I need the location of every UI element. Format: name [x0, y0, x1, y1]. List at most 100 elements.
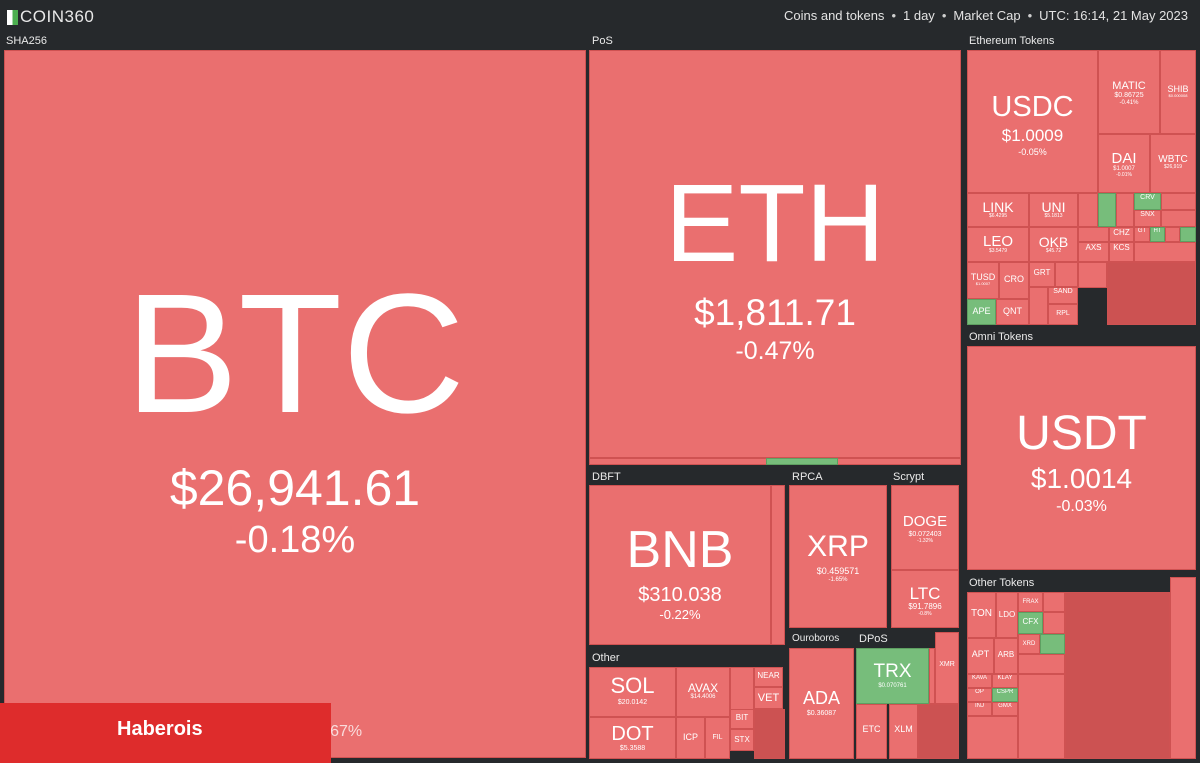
coin-tile-usdt[interactable]: USDT $1.0014 -0.03% [967, 346, 1196, 570]
coin-tile-qnt[interactable]: QNT [996, 299, 1029, 325]
coin-ticker: DAI [1111, 150, 1137, 167]
coin-price: $310.038 [638, 584, 722, 606]
token-tile-small[interactable] [1165, 227, 1180, 242]
coin-tile-gmx[interactable]: GMX [992, 702, 1018, 716]
metric-selector[interactable]: Market Cap [953, 8, 1021, 23]
coin-tile-uni[interactable]: UNI $5.1813 [1029, 193, 1078, 227]
coin-tile-ton[interactable]: TON [967, 592, 996, 638]
coin-tile-xrd[interactable]: XRD [1018, 634, 1040, 654]
token-tile-small[interactable] [1078, 262, 1107, 288]
coin-tile-kcs[interactable]: KCS [1109, 242, 1134, 262]
token-tile-small-positive[interactable] [1040, 634, 1065, 654]
token-tile-small[interactable] [1161, 210, 1196, 227]
coin-tile-etc[interactable]: ETC [856, 704, 887, 759]
scope-selector[interactable]: Coins and tokens [783, 8, 885, 23]
period-selector[interactable]: 1 day [903, 8, 935, 23]
coin-tile-ldo[interactable]: LDO [996, 592, 1018, 638]
coin-tile-apt[interactable]: APT [967, 638, 994, 674]
token-tile-small[interactable] [1078, 227, 1109, 242]
coin-tile-frax[interactable]: FRAX [1018, 592, 1043, 612]
coin-tile-op[interactable]: OP [967, 688, 992, 702]
token-tile-small[interactable] [1029, 287, 1048, 325]
coin-tile-klay[interactable]: KLAY [992, 674, 1018, 688]
pos-small-coin-positive[interactable] [766, 458, 838, 465]
ethereum-tokens-small-cluster[interactable] [1107, 262, 1196, 325]
coin-ticker: INJ [975, 703, 984, 709]
token-tile-small[interactable] [1043, 592, 1065, 612]
coin-tile-near[interactable]: NEAR [754, 667, 783, 687]
coin-tile-ltc[interactable]: LTC $91.7896 -0.8% [891, 570, 959, 628]
coin-tile-xrp[interactable]: XRP $0.459571 -1.65% [789, 485, 887, 628]
coin-tile-icp[interactable]: ICP [676, 717, 705, 759]
token-tile-small[interactable] [967, 716, 1018, 759]
coin-tile-avax[interactable]: AVAX $14.4006 [676, 667, 730, 717]
coin-tile-axs[interactable]: AXS [1078, 242, 1109, 262]
coin360-logo[interactable]: COIN360 [7, 7, 94, 27]
coin-tile-sand[interactable]: SAND [1048, 287, 1078, 304]
token-tile-small[interactable] [1161, 193, 1196, 210]
coin-tile-sol[interactable]: SOL $20.0142 [589, 667, 676, 717]
coin-price: $5.3588 [619, 745, 646, 752]
coin-tile-grt[interactable]: GRT [1029, 262, 1055, 287]
coin-tile-fil[interactable]: FIL [705, 717, 730, 759]
coin-tile-cfx[interactable]: CFX [1018, 612, 1043, 634]
coin-price: $1.0007 [1113, 166, 1135, 172]
coin-tile-ape[interactable]: APE [967, 299, 996, 325]
coin-tile-tusd[interactable]: TUSD $1.0007 [967, 262, 999, 299]
coin-tile-rpl[interactable]: RPL [1048, 304, 1078, 325]
coin-ticker: LINK [982, 199, 1014, 215]
coin-ticker: GRT [1033, 268, 1051, 277]
other-small-coin[interactable] [730, 667, 754, 717]
coin-tile-usdc[interactable]: USDC $1.0009 -0.05% [967, 50, 1098, 193]
coin-tile-shib[interactable]: SHIB $0.000008 [1160, 50, 1196, 134]
coin-tile-kava[interactable]: KAVA [967, 674, 992, 688]
misc-small-cluster[interactable] [918, 704, 959, 759]
token-tile-small[interactable] [1078, 193, 1098, 227]
other-tokens-small-cluster[interactable] [1065, 592, 1170, 759]
coin-tile-wbtc[interactable]: WBTC $26,919 [1150, 134, 1196, 193]
coin-tile-doge[interactable]: DOGE $0.072403 -1.32% [891, 485, 959, 570]
token-tile-small[interactable] [1170, 577, 1196, 759]
token-tile-small[interactable] [1043, 612, 1065, 634]
dpos-small-coin[interactable] [929, 648, 935, 704]
top-bar: COIN360 Coins and tokens • 1 day • Market Ca… [0, 0, 1200, 32]
token-tile-small[interactable] [1018, 674, 1065, 759]
dbft-small-coin[interactable] [771, 485, 785, 645]
coin-tile-gt[interactable]: GT [1134, 227, 1150, 242]
coin-ticker: SHIB [1167, 84, 1189, 94]
coin-tile-cspr[interactable]: CSPR [992, 688, 1018, 702]
coin-tile-xlm[interactable]: XLM [889, 704, 918, 759]
other-small-cluster[interactable] [754, 709, 785, 759]
token-tile-small-positive[interactable] [1098, 193, 1116, 227]
coin-tile-chz[interactable]: CHZ [1109, 227, 1134, 242]
coin-tile-okb[interactable]: OKB $45.72 [1029, 227, 1078, 262]
coin-tile-matic[interactable]: MATIC $0.86725 -0.41% [1098, 50, 1160, 134]
coin-tile-ada[interactable]: ADA $0.36087 [789, 648, 854, 759]
token-tile-small-positive[interactable] [1180, 227, 1196, 242]
coin-tile-ht[interactable]: HT [1150, 227, 1165, 242]
token-tile-small[interactable] [1134, 242, 1196, 262]
coin-tile-cro[interactable]: CRO [999, 262, 1029, 299]
coin-tile-dot[interactable]: DOT $5.3588 [589, 717, 676, 759]
coin-tile-btc[interactable]: BTC $26,941.61 -0.18% [4, 50, 586, 758]
coin-tile-trx[interactable]: TRX $0.070761 [856, 648, 929, 704]
token-tile-small[interactable] [1055, 262, 1078, 287]
coin-price: $26,941.61 [169, 460, 421, 516]
group-label-dbft: DBFT [592, 471, 621, 483]
coin-tile-bit[interactable]: BIT [730, 709, 754, 729]
token-tile-small[interactable] [1018, 654, 1065, 674]
token-tile-small[interactable] [1116, 193, 1134, 227]
coin-tile-vet[interactable]: VET [754, 687, 783, 709]
coin-tile-dai[interactable]: DAI $1.0007 -0.01% [1098, 134, 1150, 193]
coin-tile-eth[interactable]: ETH $1,811.71 -0.47% [589, 50, 961, 458]
coin-tile-link[interactable]: LINK $6.4295 [967, 193, 1029, 227]
coin-tile-leo[interactable]: LEO $3.5479 [967, 227, 1029, 262]
coin-tile-arb[interactable]: ARB [994, 638, 1018, 674]
coin-tile-inj[interactable]: INJ [967, 702, 992, 716]
coin-tile-snx[interactable]: SNX [1134, 210, 1161, 227]
coin-tile-stx[interactable]: STX [730, 729, 754, 751]
coin-tile-crv[interactable]: CRV [1134, 193, 1161, 210]
coin-tile-xmr[interactable]: XMR [935, 632, 959, 704]
coin-tile-bnb[interactable]: BNB $310.038 -0.22% [589, 485, 771, 645]
coin-price: $1.0009 [1001, 126, 1064, 145]
